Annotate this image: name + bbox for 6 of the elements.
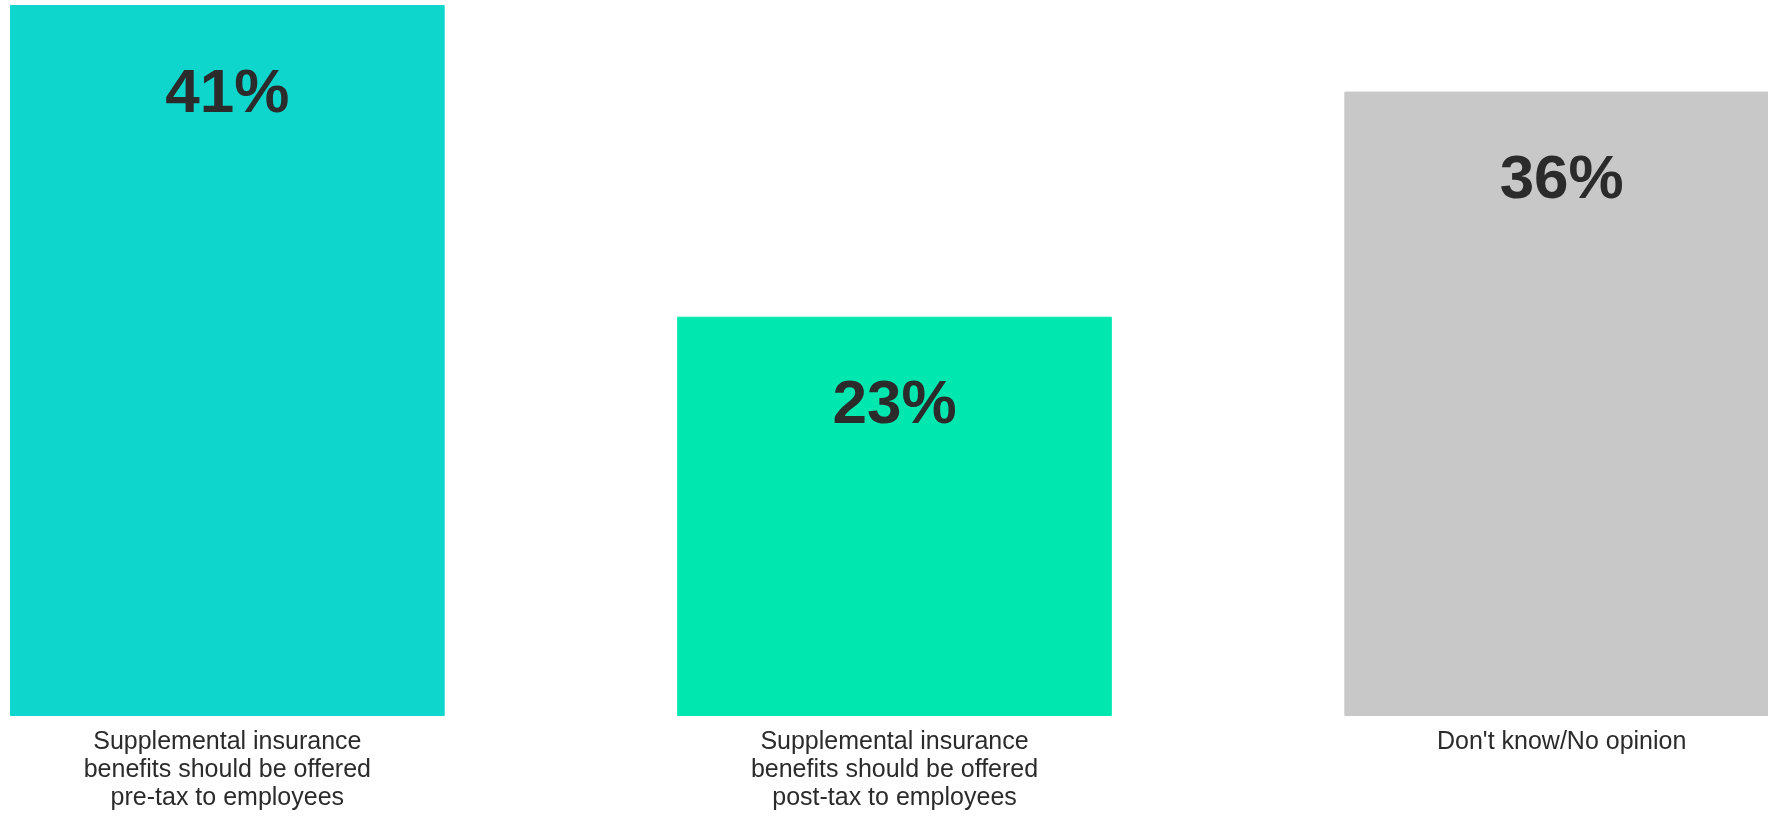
x-tick-label: Supplemental insurance benefits should be offered pre-tax to employees: [83, 725, 371, 810]
data-label: 23%: [832, 367, 957, 437]
x-tick-label: Don't know/No opinion: [1436, 725, 1687, 754]
data-label: 36%: [1499, 142, 1624, 212]
data-label: 41%: [165, 55, 290, 125]
x-tick-label: Supplemental insurance benefits should be offered post-tax to employees: [750, 725, 1039, 810]
